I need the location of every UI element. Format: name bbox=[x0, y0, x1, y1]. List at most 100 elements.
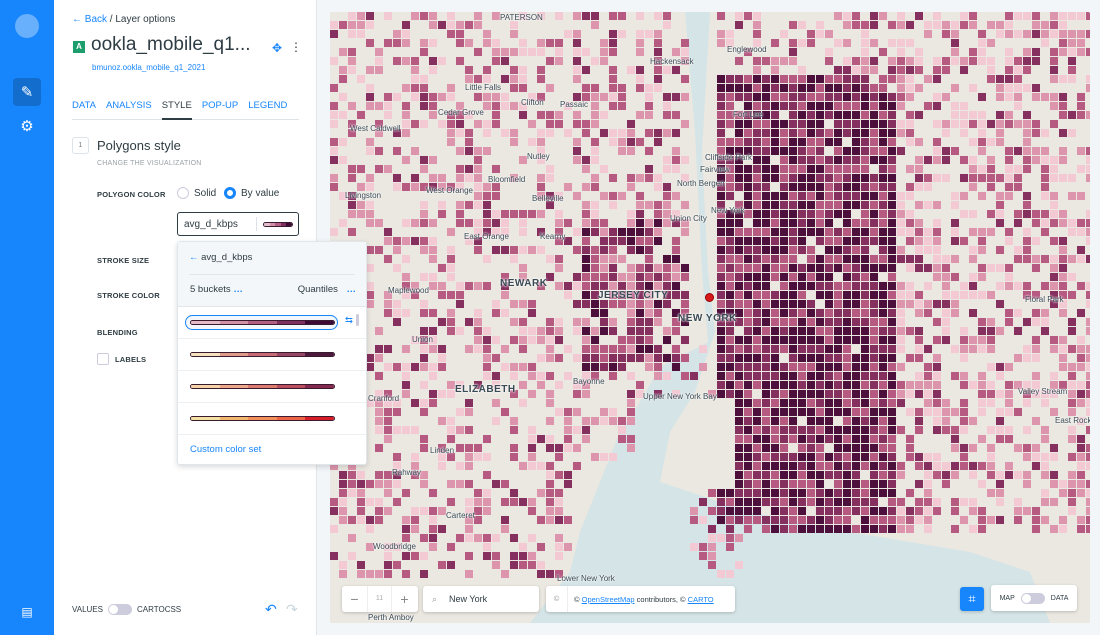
grid-cell bbox=[843, 111, 851, 119]
grid-cell bbox=[933, 93, 941, 101]
grid-cell bbox=[420, 93, 428, 101]
grid-cell bbox=[339, 75, 347, 83]
grid-cell bbox=[888, 381, 896, 389]
radio-circle[interactable] bbox=[177, 187, 189, 199]
swap-icon[interactable]: ⇆ bbox=[345, 315, 353, 326]
labels-checkbox[interactable] bbox=[97, 353, 109, 365]
search-value[interactable]: New York bbox=[449, 594, 488, 604]
buckets-selector[interactable]: 5 buckets … bbox=[190, 284, 243, 295]
grid-cell bbox=[852, 480, 860, 488]
layer-title[interactable]: ookla_mobile_q1... bbox=[91, 34, 251, 55]
map-data-toggle[interactable] bbox=[1020, 592, 1045, 604]
grid-cell bbox=[951, 408, 959, 416]
grid-cell bbox=[591, 228, 599, 236]
custom-color-set-link[interactable]: Custom color set bbox=[190, 444, 262, 455]
grid-cell bbox=[348, 57, 356, 65]
scrollbar[interactable] bbox=[356, 314, 359, 326]
color-ramp-option[interactable] bbox=[178, 339, 366, 371]
grid-cell bbox=[1059, 75, 1067, 83]
grid-cell bbox=[618, 84, 626, 92]
color-ramp[interactable] bbox=[190, 320, 335, 325]
field-select[interactable]: avg_d_kbps bbox=[177, 212, 299, 236]
grid-cell bbox=[609, 75, 617, 83]
search-box[interactable]: ⌕ New York bbox=[423, 586, 539, 612]
grid-cell bbox=[744, 120, 752, 128]
grid-cell bbox=[798, 327, 806, 335]
back-link[interactable]: ← Back bbox=[72, 14, 108, 25]
carto-logo[interactable] bbox=[15, 14, 39, 38]
grid-cell bbox=[1086, 444, 1090, 452]
radio-by-value[interactable]: By value bbox=[224, 187, 279, 199]
grid-cell bbox=[762, 525, 770, 533]
dropdown-back[interactable]: ← avg_d_kbps bbox=[189, 252, 252, 263]
osm-link[interactable]: OpenStreetMap bbox=[581, 594, 635, 604]
grid-cell bbox=[366, 84, 374, 92]
grid-cell bbox=[717, 300, 725, 308]
move-icon[interactable]: ✥ bbox=[272, 41, 283, 55]
grid-cell bbox=[780, 282, 788, 290]
color-ramp[interactable] bbox=[190, 352, 335, 357]
color-ramp[interactable] bbox=[190, 416, 335, 421]
grid-cell bbox=[1041, 462, 1049, 470]
grid-cell bbox=[447, 120, 455, 128]
color-ramp[interactable] bbox=[190, 384, 335, 389]
grid-cell bbox=[843, 516, 851, 524]
more-options-icon[interactable]: ⋮ bbox=[290, 40, 302, 54]
grid-cell bbox=[816, 282, 824, 290]
color-ramp-option[interactable]: ⇆ bbox=[178, 307, 366, 339]
tab-data[interactable]: DATA bbox=[72, 100, 96, 111]
arrow-left-icon[interactable]: ← bbox=[189, 252, 199, 263]
undo-icon[interactable]: ↶ bbox=[265, 601, 277, 617]
grid-cell bbox=[915, 507, 923, 515]
map-canvas[interactable]: PATERSON Englewood Hackensack Little Falls C… bbox=[330, 12, 1090, 623]
grid-cell bbox=[798, 309, 806, 317]
grid-cell bbox=[726, 507, 734, 515]
tab-popup[interactable]: POP-UP bbox=[201, 100, 239, 111]
tab-analysis[interactable]: ANALYSIS bbox=[105, 100, 152, 111]
method-selector[interactable]: Quantiles … bbox=[298, 284, 356, 295]
tab-style[interactable]: STYLE bbox=[161, 99, 192, 120]
draw-area-button[interactable]: ⌗ bbox=[960, 587, 984, 611]
grid-cell bbox=[924, 345, 932, 353]
color-ramp-option[interactable] bbox=[178, 371, 366, 403]
grid-cell bbox=[672, 156, 680, 164]
grid-cell bbox=[456, 39, 464, 47]
pencil-icon[interactable]: ✎ bbox=[13, 78, 41, 106]
grid-cell bbox=[393, 237, 401, 245]
grid-cell bbox=[924, 21, 932, 29]
grid-cell bbox=[1068, 273, 1076, 281]
grid-cell bbox=[843, 507, 851, 515]
carto-link[interactable]: CARTO bbox=[687, 594, 714, 604]
grid-cell bbox=[771, 498, 779, 506]
color-ramp-option[interactable] bbox=[178, 403, 366, 435]
more-icon[interactable]: … bbox=[346, 284, 357, 295]
grid-cell bbox=[402, 372, 410, 380]
chat-icon[interactable]: ▤ bbox=[21, 605, 33, 619]
color-ramp-preview[interactable] bbox=[263, 222, 293, 227]
radio-circle-selected[interactable] bbox=[224, 187, 236, 199]
back-label[interactable]: Back bbox=[84, 14, 108, 25]
grid-cell bbox=[492, 165, 500, 173]
grid-cell bbox=[789, 282, 797, 290]
redo-icon[interactable]: ↷ bbox=[286, 601, 298, 617]
grid-cell bbox=[420, 201, 428, 209]
map-place-label: Union bbox=[412, 335, 433, 344]
tab-legend[interactable]: LEGEND bbox=[248, 100, 288, 111]
location-pin-icon[interactable] bbox=[705, 293, 714, 302]
layer-source[interactable]: bmunoz.ookla_mobile_q1_2021 bbox=[92, 63, 206, 72]
grid-cell bbox=[960, 336, 968, 344]
grid-cell bbox=[474, 498, 482, 506]
grid-cell bbox=[960, 192, 968, 200]
grid-cell bbox=[1059, 273, 1067, 281]
radio-solid[interactable]: Solid bbox=[177, 187, 216, 199]
more-icon[interactable]: … bbox=[233, 284, 243, 295]
zoom-in-button[interactable]: + bbox=[400, 591, 409, 607]
info-icon[interactable]: © bbox=[546, 586, 568, 612]
grid-cell bbox=[861, 111, 869, 119]
zoom-out-button[interactable]: − bbox=[350, 591, 359, 607]
sliders-icon[interactable]: ⚙ bbox=[20, 118, 34, 135]
values-cartocss-toggle[interactable] bbox=[107, 604, 132, 615]
grid-cell bbox=[618, 138, 626, 146]
grid-cell bbox=[789, 255, 797, 263]
grid-cell bbox=[627, 399, 635, 407]
